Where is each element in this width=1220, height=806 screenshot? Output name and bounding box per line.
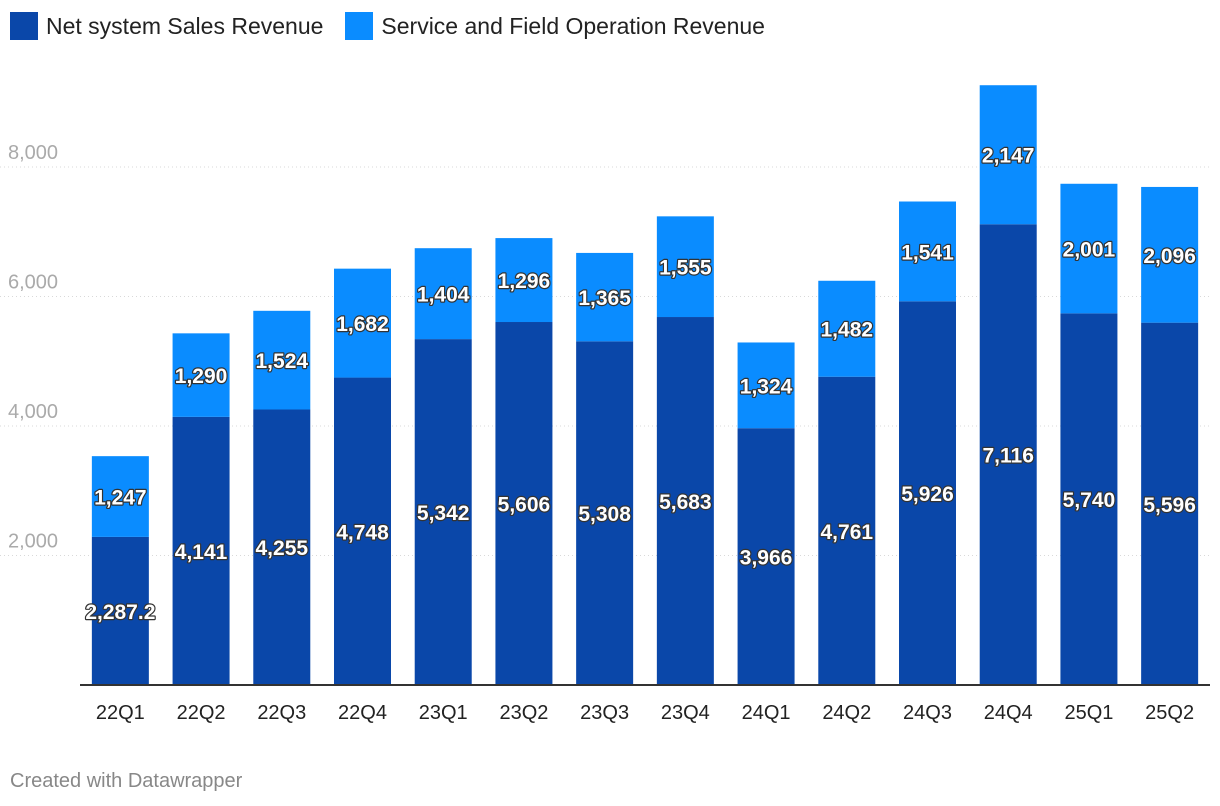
bar-service-field bbox=[414, 248, 472, 340]
credit-text: Created with Datawrapper bbox=[10, 770, 243, 792]
data-label-net-system-sales: 3,966 bbox=[740, 547, 793, 570]
y-tick-label: 4,000 bbox=[8, 401, 58, 423]
data-label-net-system-sales: 5,683 bbox=[659, 491, 712, 514]
x-tick-label: 23Q1 bbox=[419, 702, 468, 724]
data-label-net-system-sales: 2,287.2 bbox=[85, 601, 155, 624]
data-label-service-field: 1,524 bbox=[256, 350, 309, 373]
x-tick-label: 23Q2 bbox=[499, 702, 548, 724]
bar-net-system-sales bbox=[979, 224, 1037, 685]
bar-service-field bbox=[899, 201, 956, 302]
bar-service-field bbox=[172, 333, 230, 417]
data-label-service-field: 2,001 bbox=[1063, 239, 1116, 262]
data-label-net-system-sales: 4,255 bbox=[256, 537, 309, 560]
legend-swatch-net-system-sales bbox=[10, 12, 38, 40]
data-label-net-system-sales: 5,606 bbox=[498, 494, 551, 517]
stacked-bar-chart: 2,000 4,000 6,000 8,000 2,287.2 1,247 22Q1 4,14… bbox=[0, 85, 1210, 724]
x-tick-label: 24Q1 bbox=[742, 702, 791, 724]
data-label-net-system-sales: 4,761 bbox=[821, 521, 874, 544]
bar-service-field bbox=[979, 85, 1037, 225]
bar-service-field bbox=[334, 268, 391, 378]
data-label-service-field: 1,247 bbox=[94, 487, 147, 510]
bar-net-system-sales bbox=[91, 536, 149, 685]
bar-net-system-sales bbox=[818, 376, 876, 685]
bar-net-system-sales bbox=[414, 339, 472, 685]
legend-item-net-system-sales: Net system Sales Revenue bbox=[10, 12, 323, 40]
data-label-service-field: 2,096 bbox=[1143, 245, 1196, 268]
bar-service-field bbox=[737, 342, 795, 429]
data-label-service-field: 1,290 bbox=[175, 365, 228, 388]
x-tick-label: 22Q3 bbox=[257, 702, 306, 724]
legend-swatch-service-field bbox=[345, 12, 374, 40]
x-tick-label: 24Q2 bbox=[822, 702, 871, 724]
x-tick-label: 24Q3 bbox=[903, 702, 952, 724]
x-tick-label: 22Q1 bbox=[96, 702, 145, 724]
legend: Net system Sales Revenue Service and Fie… bbox=[10, 12, 765, 40]
legend-label-service-field: Service and Field Operation Revenue bbox=[381, 12, 765, 39]
data-label-service-field: 1,404 bbox=[417, 284, 470, 307]
data-label-net-system-sales: 4,748 bbox=[336, 521, 389, 544]
bar-service-field bbox=[656, 216, 714, 318]
data-label-service-field: 1,365 bbox=[578, 287, 631, 310]
bar-service-field bbox=[818, 280, 876, 377]
x-tick-label: 25Q2 bbox=[1145, 702, 1194, 724]
y-tick-label: 6,000 bbox=[8, 272, 58, 294]
y-tick-label: 8,000 bbox=[8, 142, 58, 164]
y-tick-label: 2,000 bbox=[8, 531, 58, 553]
data-label-service-field: 1,324 bbox=[740, 375, 793, 398]
bar-net-system-sales bbox=[656, 317, 714, 685]
data-label-net-system-sales: 5,740 bbox=[1063, 489, 1116, 512]
data-label-service-field: 1,296 bbox=[498, 270, 551, 293]
x-tick-label: 23Q3 bbox=[580, 702, 629, 724]
bar-service-field bbox=[91, 456, 149, 537]
bar-service-field bbox=[1141, 186, 1199, 323]
data-label-net-system-sales: 5,596 bbox=[1143, 494, 1196, 517]
bar-service-field bbox=[495, 238, 553, 323]
x-tick-label: 22Q4 bbox=[338, 702, 387, 724]
data-label-net-system-sales: 5,926 bbox=[901, 483, 954, 506]
bar-net-system-sales bbox=[253, 409, 311, 685]
bar-net-system-sales bbox=[1141, 322, 1199, 685]
bar-service-field bbox=[253, 310, 311, 410]
legend-item-service-field: Service and Field Operation Revenue bbox=[345, 12, 765, 40]
data-label-net-system-sales: 5,308 bbox=[578, 503, 631, 526]
data-label-service-field: 1,555 bbox=[659, 257, 712, 280]
data-label-service-field: 2,147 bbox=[982, 145, 1035, 168]
bar-service-field bbox=[1060, 183, 1118, 314]
bar-service-field bbox=[576, 252, 634, 342]
bar-net-system-sales bbox=[172, 416, 230, 685]
x-tick-label: 24Q4 bbox=[984, 702, 1033, 724]
data-label-service-field: 1,682 bbox=[336, 313, 389, 336]
bar-net-system-sales bbox=[737, 428, 795, 685]
bar-net-system-sales bbox=[1060, 313, 1118, 685]
x-tick-label: 23Q4 bbox=[661, 702, 710, 724]
legend-label-net-system-sales: Net system Sales Revenue bbox=[46, 12, 324, 39]
data-label-net-system-sales: 5,342 bbox=[417, 502, 470, 525]
data-label-service-field: 1,541 bbox=[901, 241, 954, 264]
x-tick-label: 22Q2 bbox=[177, 702, 226, 724]
bar-net-system-sales bbox=[899, 301, 956, 685]
x-tick-label: 25Q1 bbox=[1064, 702, 1113, 724]
data-label-net-system-sales: 7,116 bbox=[983, 445, 1034, 468]
data-label-service-field: 1,482 bbox=[821, 319, 874, 342]
bar-net-system-sales bbox=[334, 377, 391, 685]
bar-net-system-sales bbox=[576, 341, 634, 685]
data-label-net-system-sales: 4,141 bbox=[175, 541, 228, 564]
bar-net-system-sales bbox=[495, 322, 553, 685]
